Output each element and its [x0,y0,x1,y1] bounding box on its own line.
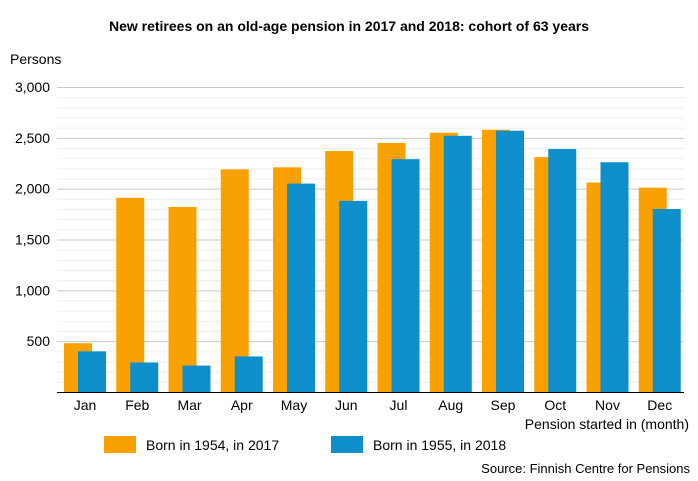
bar-1955-aug [443,135,472,393]
x-tick-label: Sep [491,397,516,413]
bar-1954-apr [220,169,249,392]
y-tick-label: 1,500 [15,232,50,248]
bar-1954-mar [168,206,197,392]
bar-1955-feb [130,362,159,392]
y-tick-label: 2,500 [15,130,50,146]
x-axis-label: Pension started in (month) [524,416,689,432]
y-tick-label: 1,000 [15,282,50,298]
bar-1955-dec [652,209,681,392]
y-axis-label: Persons [10,51,62,67]
legend-swatch-1954 [104,436,136,453]
y-tick-label: 3,000 [15,79,50,95]
bar-1955-may [287,183,315,392]
bar-1955-apr [234,356,263,392]
x-tick-label: Aug [438,397,463,413]
x-tick-label: Jan [74,397,97,413]
bar-1955-oct [548,149,577,392]
x-tick-label: Mar [177,397,201,413]
source-note: Source: Finnish Centre for Pensions [481,461,690,476]
bar-1955-jun [339,200,368,392]
bar-1955-mar [182,365,211,392]
x-tick-label: Apr [231,397,253,413]
x-tick-label: Dec [647,397,672,413]
legend-label-1955: Born in 1955, in 2018 [373,436,507,453]
bar-1955-jan [78,351,106,392]
bar-1954-feb [116,197,145,392]
x-tick-label: Nov [595,397,620,413]
bar-1955-sep [496,130,524,392]
legend-label-1954: Born in 1954, in 2017 [146,436,280,453]
x-tick-label: Jun [335,397,358,413]
y-tick-label: 500 [27,333,51,349]
legend-item-1954: Born in 1954, in 2017 [104,436,279,453]
x-tick-label: May [281,397,307,413]
y-tick-label: 2,000 [15,181,50,197]
chart-title: New retirees on an old-age pension in 20… [108,18,590,34]
x-tick-label: Jul [390,397,408,413]
bar-1955-jul [391,159,420,392]
legend-item-1955: Born in 1955, in 2018 [331,436,506,453]
x-tick-label: Oct [544,397,566,413]
legend-swatch-1955 [331,436,363,453]
bar-1955-nov [600,162,629,392]
x-tick-label: Feb [125,397,149,413]
